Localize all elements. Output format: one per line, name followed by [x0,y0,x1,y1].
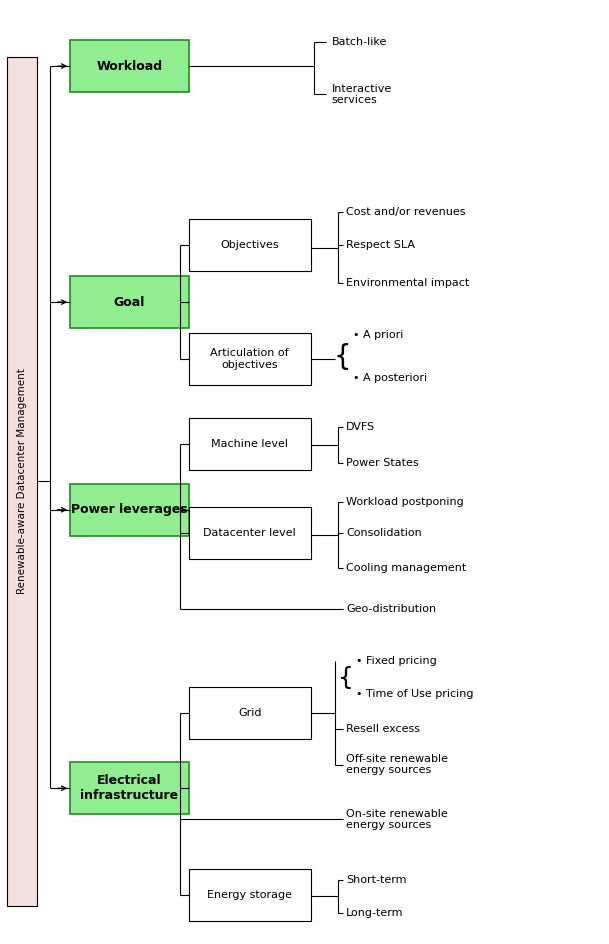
Text: Environmental impact: Environmental impact [346,278,469,288]
FancyBboxPatch shape [7,57,37,906]
Text: Off-site renewable
energy sources: Off-site renewable energy sources [346,754,448,775]
Text: Goal: Goal [114,295,145,309]
Text: Consolidation: Consolidation [346,529,421,538]
FancyBboxPatch shape [189,332,311,385]
Text: Cooling management: Cooling management [346,564,466,573]
Text: • A priori: • A priori [353,330,404,340]
Text: Machine level: Machine level [211,439,288,448]
Text: Electrical
infrastructure: Electrical infrastructure [80,774,178,802]
Text: Grid: Grid [238,708,261,717]
Text: Datacenter level: Datacenter level [203,529,296,538]
Text: Cost and/or revenues: Cost and/or revenues [346,208,465,217]
Text: Power leverages: Power leverages [71,503,188,516]
FancyBboxPatch shape [189,868,311,921]
Text: $\{$: $\{$ [337,664,351,691]
FancyBboxPatch shape [189,508,311,559]
FancyBboxPatch shape [70,40,189,92]
Text: Respect SLA: Respect SLA [346,241,415,250]
Text: Interactive
services: Interactive services [332,84,392,105]
Text: Power States: Power States [346,458,418,467]
Text: Articulation of
objectives: Articulation of objectives [210,348,289,369]
Text: Energy storage: Energy storage [207,890,292,900]
FancyBboxPatch shape [70,276,189,328]
Text: Workload: Workload [96,59,163,73]
Text: Geo-distribution: Geo-distribution [346,604,436,614]
Text: • Fixed pricing: • Fixed pricing [356,656,437,666]
Text: • A posteriori: • A posteriori [353,373,428,382]
FancyBboxPatch shape [189,417,311,469]
Text: DVFS: DVFS [346,422,375,431]
Text: Short-term: Short-term [346,875,406,885]
Text: Workload postponing: Workload postponing [346,497,463,507]
Text: $\{$: $\{$ [333,341,349,372]
FancyBboxPatch shape [189,219,311,272]
Text: • Time of Use pricing: • Time of Use pricing [356,689,474,699]
FancyBboxPatch shape [70,763,189,814]
Text: Batch-like: Batch-like [332,38,387,47]
Text: Renewable-aware Datacenter Management: Renewable-aware Datacenter Management [17,368,27,595]
FancyBboxPatch shape [70,483,189,536]
Text: On-site renewable
energy sources: On-site renewable energy sources [346,809,448,830]
Text: Resell excess: Resell excess [346,724,420,733]
FancyBboxPatch shape [189,687,311,738]
Text: Objectives: Objectives [220,241,279,250]
Text: Long-term: Long-term [346,908,403,918]
